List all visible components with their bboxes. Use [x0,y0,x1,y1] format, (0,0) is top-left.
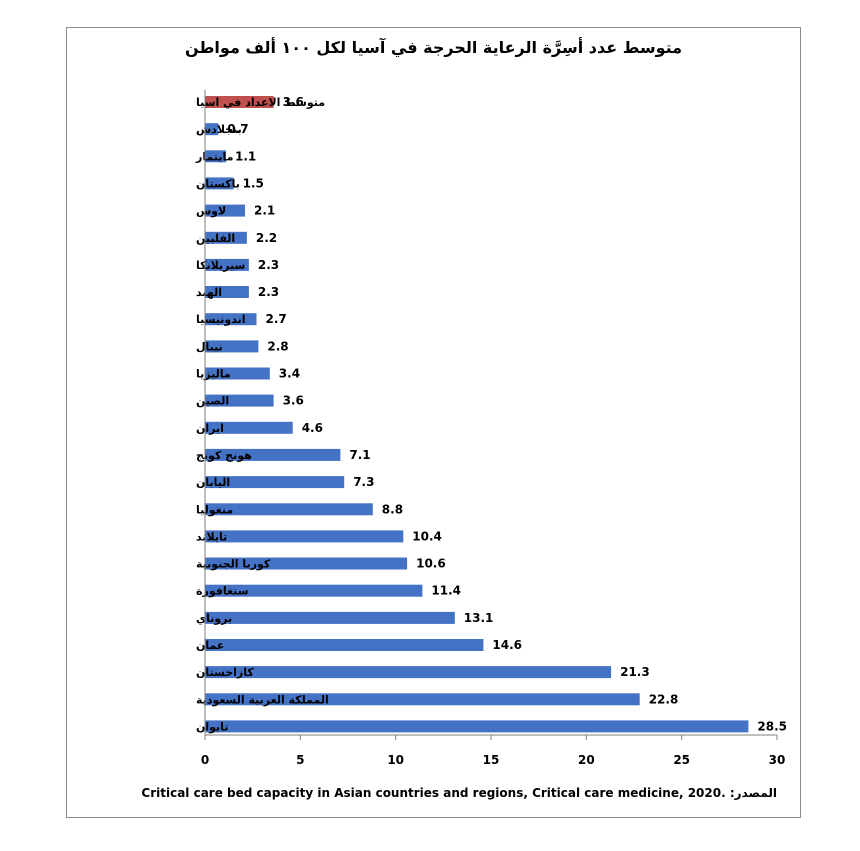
value-label: 11.4 [431,584,461,598]
bar-2 [205,150,226,163]
bar-0 [205,96,274,108]
bar-20 [205,639,484,651]
bar-9 [205,340,259,353]
bar-18 [205,584,423,597]
value-label: 21.3 [620,665,650,679]
value-label: 10.4 [412,529,442,543]
category-label: الهند [196,286,222,299]
chart-frame [66,27,801,818]
value-label: 28.5 [757,719,787,733]
category-label: نيبال [196,340,223,353]
category-label: المملكة العربية السعودية [196,693,329,706]
value-label: 0.7 [227,122,248,136]
bar-17 [205,557,408,570]
category-label: ماليزيا [196,368,231,381]
x-tick-label: 15 [483,753,500,767]
category-label: بنجلادش [196,123,242,136]
bar-22 [205,693,640,706]
value-label: 13.1 [464,611,494,625]
bars-group: متوسط الاعداد في اسيا3.6بنجلادش0.7مايتما… [195,95,787,733]
value-label: 2.1 [254,204,275,218]
bar-19 [205,611,455,624]
source-note: Critical care bed capacity in Asian coun… [66,786,777,800]
category-label: اندونيسيا [196,313,246,326]
bar-16 [205,530,404,543]
category-label: عمان [196,639,224,652]
category-label: منغوليا [196,503,233,516]
category-label: كوريا الجنوبية [196,558,271,571]
value-label: 2.8 [267,339,288,353]
x-tick-label: 5 [296,753,304,767]
value-label: 1.1 [235,149,256,163]
value-label: 1.5 [243,176,264,190]
value-label: 14.6 [492,638,522,652]
bar-13 [205,448,341,461]
value-label: 2.7 [266,312,287,326]
x-axis: 0 5 10 15 20 25 30 [201,90,786,767]
bar-1 [205,123,219,136]
category-label: لاوس [196,205,226,218]
bar-8 [205,313,257,326]
bar-15 [205,503,373,516]
category-label: ايران [196,422,224,435]
category-label: مايتمار [195,150,233,163]
value-label: 2.3 [258,285,279,299]
x-tick-label: 25 [673,753,690,767]
bar-11 [205,394,274,407]
bar-6 [205,258,249,271]
bar-12 [205,421,293,434]
chart-title: متوسط عدد أسِرَّة الرعاية الحرجة في آسيا… [184,38,683,57]
category-label: الصين [196,395,229,408]
bar-3 [205,177,234,190]
value-label: 2.2 [256,231,277,245]
value-label: 3.4 [279,367,300,381]
category-label: تايوان [196,720,228,733]
bar-14 [205,476,345,489]
value-label: 7.1 [349,448,370,462]
value-label: 10.6 [416,557,446,571]
bar-10 [205,367,270,380]
category-label: اليابان [196,476,230,489]
category-label: كازاخستان [196,666,254,679]
x-tick-label: 30 [769,753,786,767]
value-label: 4.6 [302,421,323,435]
x-tick-label: 10 [387,753,404,767]
source-text: Critical care bed capacity in Asian coun… [141,786,726,800]
category-label: سنغافورة [196,585,249,598]
category-label: باكستان [196,177,240,190]
value-label: 7.3 [353,475,374,489]
source-prefix: المصدر: [729,786,777,800]
category-label: هونج كونج [196,449,252,462]
bar-21 [205,666,612,679]
category-label: تايلاند [196,530,227,543]
value-label: 3.6 [283,95,304,109]
value-label: 3.6 [283,394,304,408]
bar-23 [205,720,749,733]
value-label: 8.8 [382,502,403,516]
x-tick-label: 0 [201,753,209,767]
x-tick-label: 20 [578,753,595,767]
category-label: بروناي [196,612,232,625]
bar-5 [205,231,247,244]
value-label: 22.8 [649,692,679,706]
bar-4 [205,204,245,217]
value-label: 2.3 [258,258,279,272]
category-label: متوسط الاعداد في اسيا [196,96,325,109]
category-label: سيريلانكا [196,259,245,272]
bar-7 [205,286,249,298]
category-label: الفلبين [196,232,235,245]
